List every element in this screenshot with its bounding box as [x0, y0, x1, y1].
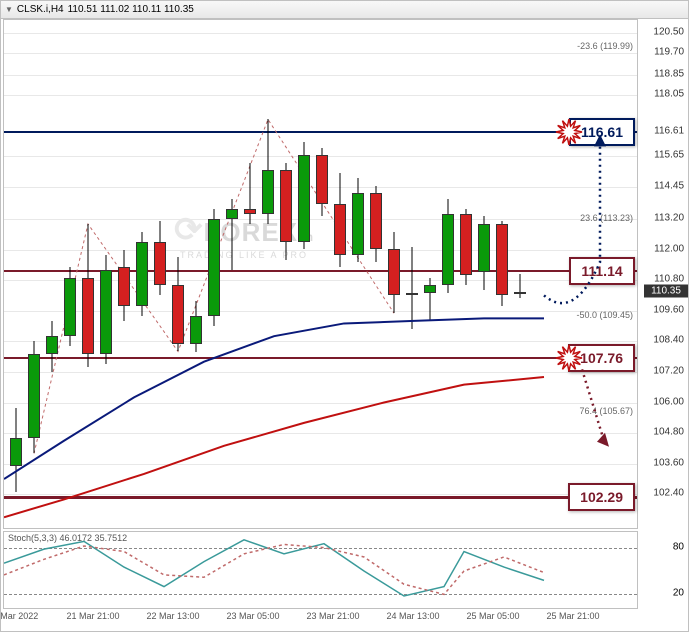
y-tick: 107.20	[653, 365, 684, 376]
candle	[334, 173, 346, 267]
ohlc-label: 110.51 111.02 110.11 110.35	[68, 4, 194, 15]
symbol-label: CLSK.i,H4	[17, 4, 64, 15]
candle	[28, 341, 40, 453]
x-tick: 21 Mar 21:00	[66, 611, 119, 621]
y-tick: 103.60	[653, 457, 684, 468]
candle	[190, 301, 202, 352]
x-tick: 22 Mar 13:00	[146, 611, 199, 621]
gridline	[4, 341, 637, 342]
y-tick: 114.45	[654, 181, 684, 192]
title-bar: ▼ CLSK.i,H4 110.51 111.02 110.11 110.35	[1, 1, 688, 19]
indicator-tick: 80	[673, 541, 684, 552]
price-chart[interactable]: ⟳FOREX.m TRADING LIKE A PRO -23.6 (119.9…	[3, 19, 638, 529]
candle	[298, 142, 310, 249]
fib-label: 76.4 (105.67)	[579, 406, 633, 416]
candle	[370, 186, 382, 263]
candle	[172, 257, 184, 351]
candle	[10, 408, 22, 492]
candle	[316, 148, 328, 217]
candle	[352, 178, 364, 262]
candle	[46, 321, 58, 372]
indicator-y-axis: 2080	[638, 531, 688, 609]
x-tick: 23 Mar 05:00	[226, 611, 279, 621]
candle	[208, 209, 220, 326]
candle	[514, 274, 526, 297]
last-price-tag: 110.35	[644, 284, 688, 297]
x-tick: 24 Mar 13:00	[386, 611, 439, 621]
x-tick: 23 Mar 21:00	[306, 611, 359, 621]
y-tick: 115.65	[654, 150, 684, 161]
candle	[82, 224, 94, 367]
candle	[442, 199, 454, 293]
level-line	[4, 357, 637, 359]
gridline	[4, 95, 637, 96]
y-axis: 120.50 119.70 118.85 118.05 116.61 115.65 114.…	[638, 19, 688, 529]
x-tick: 25 Mar 21:00	[546, 611, 599, 621]
price-level-box: 111.14	[569, 257, 635, 285]
chart-window: ▼ CLSK.i,H4 110.51 111.02 110.11 110.35 …	[0, 0, 689, 632]
candle	[100, 255, 112, 365]
gridline	[4, 219, 637, 220]
y-tick: 110.80	[654, 274, 684, 285]
stochastic-panel[interactable]: Stoch(5,3,3) 46.0172 35.7512	[3, 531, 638, 609]
x-tick: 25 Mar 05:00	[466, 611, 519, 621]
level-line	[4, 131, 637, 133]
y-tick: 102.40	[653, 488, 684, 499]
price-level-box: 102.29	[568, 483, 635, 511]
y-tick: 104.80	[653, 427, 684, 438]
gridline	[4, 75, 637, 76]
candle	[154, 221, 166, 295]
candle	[424, 278, 436, 321]
fib-label: 23.6 (113.23)	[580, 213, 633, 223]
candle	[244, 163, 256, 224]
candle	[496, 221, 508, 305]
gridline	[4, 433, 637, 434]
dropdown-icon[interactable]: ▼	[5, 5, 13, 14]
level-line	[4, 270, 637, 272]
candle	[388, 232, 400, 314]
candle	[64, 267, 76, 346]
gridline	[4, 403, 637, 404]
gridline	[4, 33, 637, 34]
gridline	[4, 372, 637, 373]
candle	[226, 199, 238, 270]
x-tick: 21 Mar 2022	[0, 611, 38, 621]
y-tick: 118.85	[654, 68, 684, 79]
x-axis: 21 Mar 2022 21 Mar 21:00 22 Mar 13:00 23 Ma…	[3, 611, 638, 627]
y-tick: 109.60	[653, 304, 684, 315]
gridline	[4, 280, 637, 281]
gridline	[4, 53, 637, 54]
gridline	[4, 311, 637, 312]
y-tick: 118.05	[654, 89, 684, 100]
y-tick: 113.20	[654, 212, 684, 223]
level-line	[4, 496, 637, 499]
y-tick: 120.50	[653, 26, 684, 37]
candle	[118, 250, 130, 321]
candle	[406, 247, 418, 329]
candle	[262, 119, 274, 224]
stoch-signal	[4, 532, 641, 610]
y-tick: 112.00	[654, 243, 684, 254]
y-tick: 119.70	[654, 47, 684, 58]
candle	[136, 232, 148, 316]
fib-label: -50.0 (109.45)	[576, 310, 633, 320]
candle	[478, 216, 490, 290]
y-tick: 108.40	[653, 335, 684, 346]
gridline	[4, 464, 637, 465]
burst-icon	[555, 344, 583, 372]
fib-label: -23.6 (119.99)	[577, 41, 633, 51]
burst-icon	[555, 118, 583, 146]
gridline	[4, 250, 637, 251]
candle	[460, 209, 472, 286]
y-tick: 116.61	[654, 125, 684, 136]
candle	[280, 163, 292, 260]
y-tick: 106.00	[653, 396, 684, 407]
indicator-tick: 20	[673, 588, 684, 599]
